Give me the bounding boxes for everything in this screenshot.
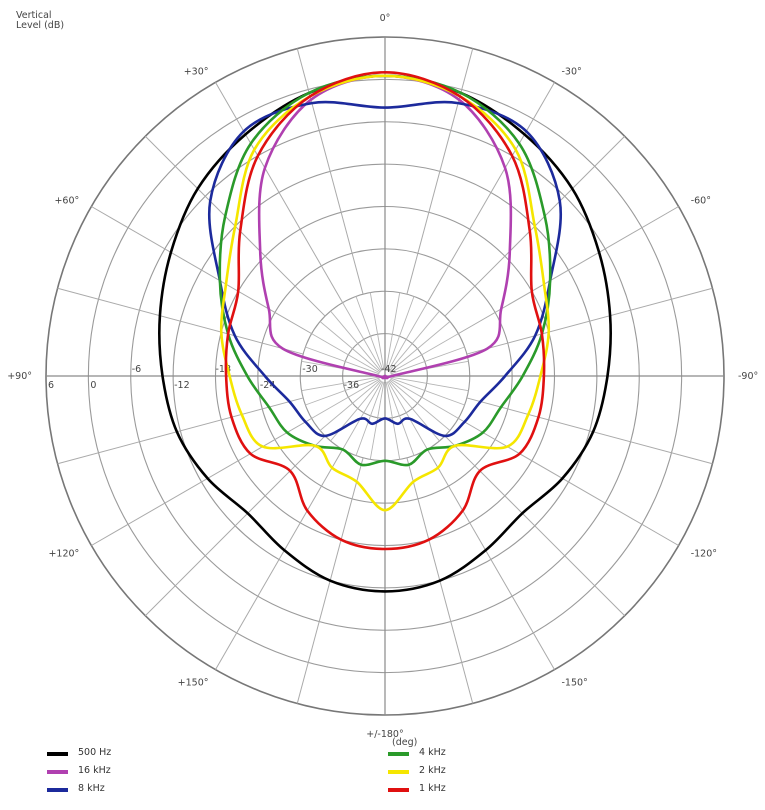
grid-spoke	[466, 397, 713, 465]
angular-tick-label: +150°	[178, 678, 209, 689]
grid-spoke-inner	[390, 377, 465, 406]
radial-axis-title-line1: Vertical	[16, 10, 52, 21]
grid-spoke-inner	[311, 333, 381, 374]
angular-tick-label: -150°	[562, 678, 588, 689]
angular-tick-label: -90°	[738, 371, 758, 382]
tick-labels: 6 0 -6 -12 -18 -24 -30 -36 -42 0° +30° +60° +90° +120…	[7, 13, 758, 740]
series-8-khz	[207, 100, 563, 438]
angular-tick-label: +90°	[7, 371, 32, 382]
legend-label: 4 kHz	[419, 747, 446, 758]
angular-tick-label: -120°	[691, 549, 717, 560]
radial-tick-label: -24	[260, 380, 276, 391]
radial-tick-label: -18	[216, 364, 232, 375]
legend-swatch	[47, 752, 68, 756]
series-2-khz	[219, 74, 551, 512]
grid-spoke	[57, 397, 304, 465]
series-1-khz	[224, 71, 546, 551]
radial-tick-label: -42	[381, 364, 397, 375]
angular-axis-unit: (deg)	[392, 737, 418, 748]
series-16-khz	[257, 74, 513, 380]
grid-spoke	[215, 449, 344, 670]
grid-spoke-inner	[389, 333, 459, 374]
radial-tick-label: -6	[132, 364, 141, 375]
radial-tick-label: 0	[90, 380, 96, 391]
grid-spoke	[144, 435, 326, 617]
grid-spoke-inner	[386, 296, 415, 371]
legend-swatch	[47, 770, 68, 774]
radial-axis-title-line2: Level (dB)	[16, 20, 65, 31]
grid-spoke-inner	[305, 346, 380, 375]
radial-tick-label: -12	[174, 380, 190, 391]
legend-label: 1 kHz	[419, 783, 446, 794]
grid-spoke-inner	[389, 378, 459, 419]
legend-label: 2 kHz	[419, 765, 446, 776]
grid-spoke	[91, 206, 312, 335]
angular-tick-label: 0°	[380, 13, 391, 24]
legend-label: 8 kHz	[78, 783, 105, 794]
grid-spoke	[215, 82, 344, 303]
legend-swatch	[47, 788, 68, 792]
grid-spoke-inner	[387, 380, 428, 450]
grid-spoke-inner	[319, 379, 381, 431]
grid-spoke-inner	[355, 296, 384, 371]
grid-spoke-inner	[369, 292, 385, 371]
grid-spoke	[458, 206, 679, 335]
radial-tick-label: -36	[344, 380, 360, 391]
grid-spoke-inner	[386, 381, 415, 456]
grid-spoke	[466, 287, 713, 355]
grid-spoke	[57, 287, 304, 355]
grid-spoke-inner	[389, 379, 451, 431]
legend-label: 500 Hz	[78, 747, 112, 758]
legend-swatch	[388, 770, 409, 774]
grid-spoke-inner	[305, 377, 380, 406]
grid-spoke	[91, 417, 312, 546]
angular-tick-label: -30°	[562, 66, 582, 77]
grid-spoke-inner	[311, 378, 381, 419]
grid-spoke-inner	[301, 376, 380, 392]
grid-spoke	[426, 449, 555, 670]
series-4-khz	[218, 74, 552, 467]
radial-axis-title: Vertical Level (dB)	[16, 11, 64, 31]
grid-spoke-inner	[319, 321, 381, 373]
angular-tick-label: +60°	[54, 196, 79, 207]
grid-spoke-inner	[389, 321, 451, 373]
legend-swatch	[388, 752, 409, 756]
radial-tick-label: -30	[302, 364, 318, 375]
grid-spoke	[426, 82, 555, 303]
grid-spoke	[444, 435, 626, 617]
angular-tick-label: -60°	[691, 196, 711, 207]
grid-spoke	[458, 417, 679, 546]
angular-tick-label: +120°	[48, 549, 79, 560]
series-group	[158, 71, 612, 593]
grid-spoke-inner	[330, 310, 382, 372]
angular-tick-label: +/-180°	[366, 729, 403, 740]
grid-spoke-inner	[342, 380, 383, 450]
grid-spoke-inner	[388, 310, 440, 372]
grid-spoke-inner	[355, 381, 384, 456]
series-500-hz	[158, 74, 612, 593]
grid-spoke	[406, 48, 474, 295]
grid-spoke-inner	[342, 302, 383, 372]
legend-label: 16 kHz	[78, 765, 111, 776]
angular-tick-label: +30°	[184, 66, 209, 77]
grid-spoke-inner	[390, 376, 469, 392]
legend-swatch	[388, 788, 409, 792]
grid-spoke	[296, 48, 364, 295]
grid-spoke-inner	[385, 292, 401, 371]
grid-spoke-inner	[387, 302, 428, 372]
grid-spoke-inner	[390, 346, 465, 375]
radial-tick-label: 6	[48, 380, 54, 391]
